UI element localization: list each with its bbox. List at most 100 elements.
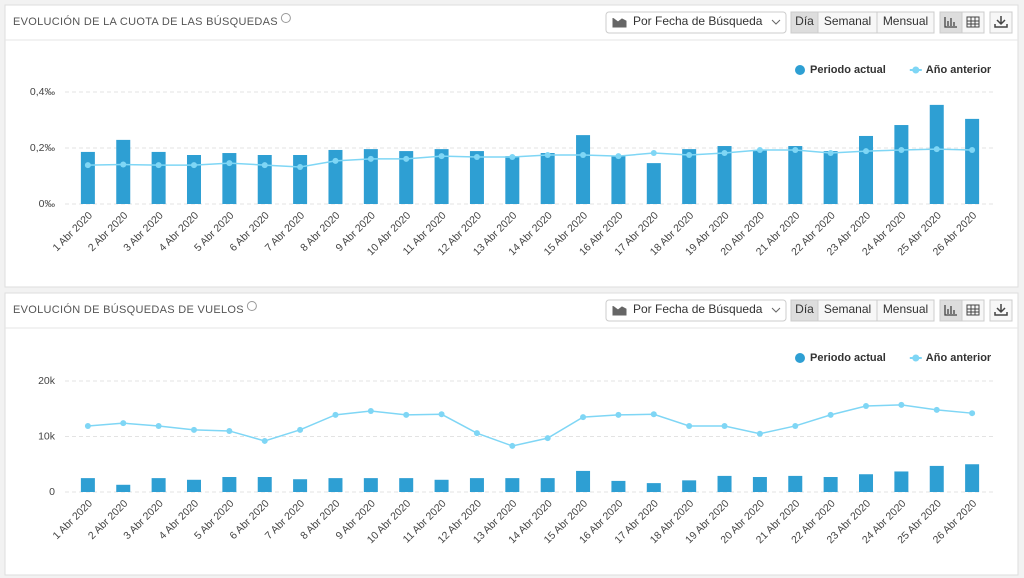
line-point (332, 157, 339, 164)
legend-label: Periodo actual (810, 64, 886, 76)
line-point (756, 430, 763, 437)
bar (434, 479, 449, 492)
line-point (226, 427, 233, 434)
bar (151, 151, 166, 204)
y-tick-label: 0,2‰ (30, 142, 56, 154)
line-point (403, 411, 410, 418)
download-icon (994, 304, 1008, 316)
line-point (863, 402, 870, 409)
line-point (650, 150, 657, 157)
help-icon[interactable] (280, 13, 291, 23)
table-view-button[interactable] (961, 299, 985, 322)
bar-icon (944, 17, 957, 28)
line-point (509, 153, 516, 160)
bar (894, 125, 909, 204)
panel-title: EVOLUCIÓN DE LA CUOTA DE LAS BÚSQUEDAS (13, 15, 278, 28)
line (87, 148, 973, 168)
bar (469, 151, 484, 204)
line-point (898, 401, 905, 408)
bar (823, 151, 838, 204)
bar (363, 478, 378, 492)
bar (894, 471, 909, 492)
bar (540, 153, 555, 204)
view-button[interactable] (876, 299, 935, 322)
view-button-label[interactable]: Semanal (824, 302, 871, 316)
line-point (580, 414, 587, 421)
view-button-label[interactable]: Día (795, 302, 814, 316)
view-button-label[interactable]: Mensual (883, 302, 928, 316)
line-point (155, 162, 162, 169)
line-point (261, 162, 268, 169)
line-point (792, 422, 799, 429)
line-point (332, 411, 339, 418)
line-point (403, 155, 410, 162)
y-tick-label: 0,4‰ (30, 86, 56, 98)
line-point (686, 152, 693, 158)
line-point (84, 422, 91, 429)
line-point (120, 420, 127, 427)
bar (186, 155, 201, 204)
line-point (933, 406, 940, 413)
view-button-label[interactable]: Mensual (883, 14, 928, 28)
table-view-button[interactable] (961, 11, 985, 34)
bar (328, 478, 343, 492)
dropdown-label: Por Fecha de Búsqueda (633, 14, 763, 28)
bar (752, 149, 767, 204)
line-point (580, 152, 587, 158)
view-button-label[interactable]: Día (795, 14, 814, 28)
legend-swatch (912, 354, 920, 362)
dropdown-label: Por Fecha de Búsqueda (633, 302, 763, 316)
dropdown[interactable] (605, 11, 787, 34)
bar (965, 118, 980, 204)
chevron (771, 307, 781, 313)
bar (257, 477, 272, 492)
panel-title: EVOLUCIÓN DE BÚSQUEDAS DE VUELOS (13, 303, 244, 316)
line-point (933, 146, 940, 153)
line-point (473, 153, 480, 160)
line-point (226, 160, 233, 167)
bar (682, 480, 697, 492)
bar (151, 478, 166, 492)
help-icon[interactable] (246, 301, 257, 311)
line-point (686, 422, 693, 429)
bar (859, 474, 874, 492)
bar (186, 479, 201, 492)
y-tick-label: 0‰ (39, 198, 56, 210)
y-tick-label: 20k (38, 375, 56, 387)
bar (682, 149, 697, 204)
bar (576, 470, 591, 492)
legend-swatch (795, 353, 805, 363)
line-point (544, 152, 551, 158)
view-button-label[interactable]: Semanal (824, 14, 871, 28)
line-point (367, 407, 374, 414)
chart-icon (612, 306, 627, 316)
line-point (261, 437, 268, 444)
bar (116, 139, 131, 204)
panel: EVOLUCIÓN DE BÚSQUEDAS DE VUELOS Por Fech… (4, 292, 1019, 576)
line (87, 404, 973, 447)
bar (116, 484, 131, 492)
line-point (863, 148, 870, 155)
bar (576, 135, 591, 204)
table-icon (966, 16, 980, 28)
line-point (473, 430, 480, 437)
line-point (297, 426, 304, 433)
dropdown[interactable] (605, 299, 787, 322)
bar (80, 151, 95, 204)
view-button[interactable] (876, 11, 935, 34)
bar (257, 155, 272, 204)
legend-label: Año anterior (926, 64, 992, 76)
chart-icon (612, 18, 627, 28)
bar (293, 479, 308, 492)
chevron (771, 19, 781, 25)
line-point (615, 411, 622, 418)
bar (293, 155, 308, 204)
bar (611, 480, 626, 492)
bar (965, 464, 980, 492)
bar (505, 156, 520, 204)
line-point (969, 146, 976, 153)
line-point (615, 153, 622, 160)
bar (929, 104, 944, 204)
bar (859, 135, 874, 204)
bar (222, 153, 237, 204)
